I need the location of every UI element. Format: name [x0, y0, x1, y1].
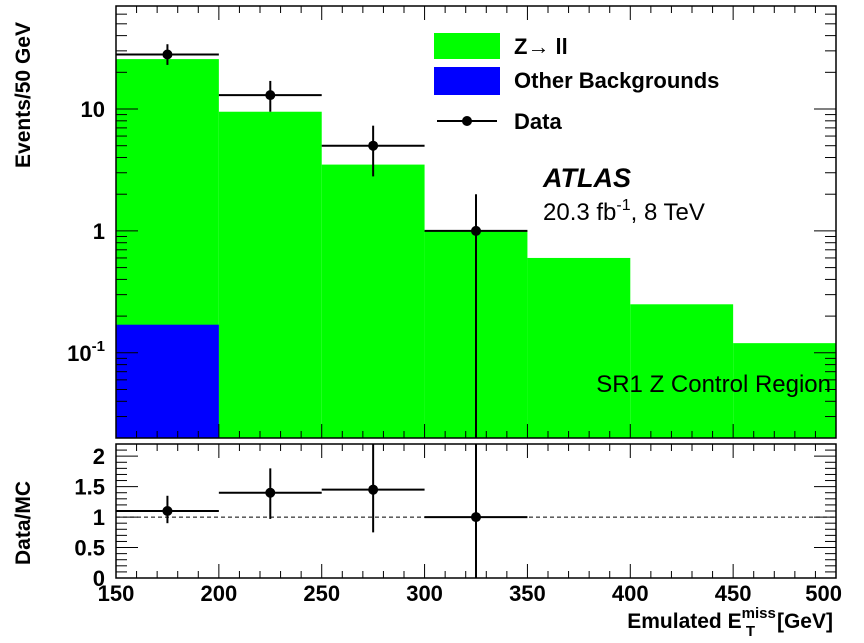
ratio-y-tick-label-4: 2 [93, 444, 105, 469]
ratio-y-axis-title: Data/MC [12, 481, 35, 565]
ratio-y-tick-label-0: 0 [93, 566, 105, 591]
x-tick-label-4: 350 [509, 581, 546, 606]
x-tick-label-2: 250 [303, 581, 340, 606]
ratio-data-points [116, 444, 528, 578]
main-axis-ticks [115, 5, 837, 439]
bar-z-bin-2 [321, 164, 425, 438]
x-tick-label-7: 500 [805, 581, 842, 606]
bar-z-bin-5 [630, 304, 734, 438]
main-y-tick-label-2: 10 [81, 97, 105, 122]
region-label: SR1 Z Control Region [596, 371, 831, 398]
bar-z-bin-1 [218, 111, 322, 438]
legend-label-other: Other Backgrounds [514, 68, 719, 93]
legend: Z→ ll Other Backgrounds Data [434, 33, 719, 134]
bar-z-bin-6 [733, 343, 836, 438]
main-y-tick-label-1: 1 [93, 219, 105, 244]
legend-swatch-z [434, 33, 500, 59]
ratio-point-0 [162, 506, 173, 516]
ratio-point-3 [471, 512, 481, 523]
bar-other-bin-0 [116, 324, 219, 438]
data-point-2 [368, 140, 379, 151]
main-y-tick-label-0: 10-1 [67, 338, 105, 366]
x-tick-label-3: 300 [406, 581, 443, 606]
ratio-y-tick-label-3: 1.5 [74, 475, 105, 500]
legend-data-marker [462, 116, 472, 126]
main-plot-frame [115, 5, 837, 439]
x-tick-label-0: 150 [98, 581, 135, 606]
legend-swatch-other [434, 67, 500, 95]
data-point-1 [265, 90, 276, 101]
legend-label-data: Data [514, 109, 562, 134]
x-tick-labels: 150 200 250 300 350 400 450 500 [98, 581, 842, 606]
data-point-0 [162, 49, 173, 60]
data-point-3 [471, 225, 481, 236]
ratio-point-2 [368, 484, 379, 495]
ratio-y-tick-labels: 0 0.5 1 1.5 2 [74, 444, 105, 591]
legend-label-z: Z→ ll [514, 34, 568, 59]
main-y-tick-labels: 10-1 1 10 [67, 97, 105, 366]
ratio-y-tick-label-2: 1 [93, 505, 105, 530]
x-tick-label-1: 200 [200, 581, 237, 606]
atlas-label: ATLAS [542, 163, 631, 193]
ratio-plot-frame [115, 443, 837, 579]
main-data-points [116, 44, 528, 438]
main-y-axis-title: Events/50 GeV [12, 22, 35, 168]
x-tick-label-6: 450 [715, 581, 752, 606]
bar-z-bin-4 [527, 257, 631, 438]
x-axis-title: Emulated Emiss T [GeV] [627, 605, 833, 640]
ratio-y-tick-label-1: 0.5 [74, 536, 105, 561]
lumi-label: 20.3 fb-1, 8 TeV [543, 197, 705, 226]
ratio-point-1 [265, 487, 276, 498]
x-tick-label-5: 400 [612, 581, 649, 606]
